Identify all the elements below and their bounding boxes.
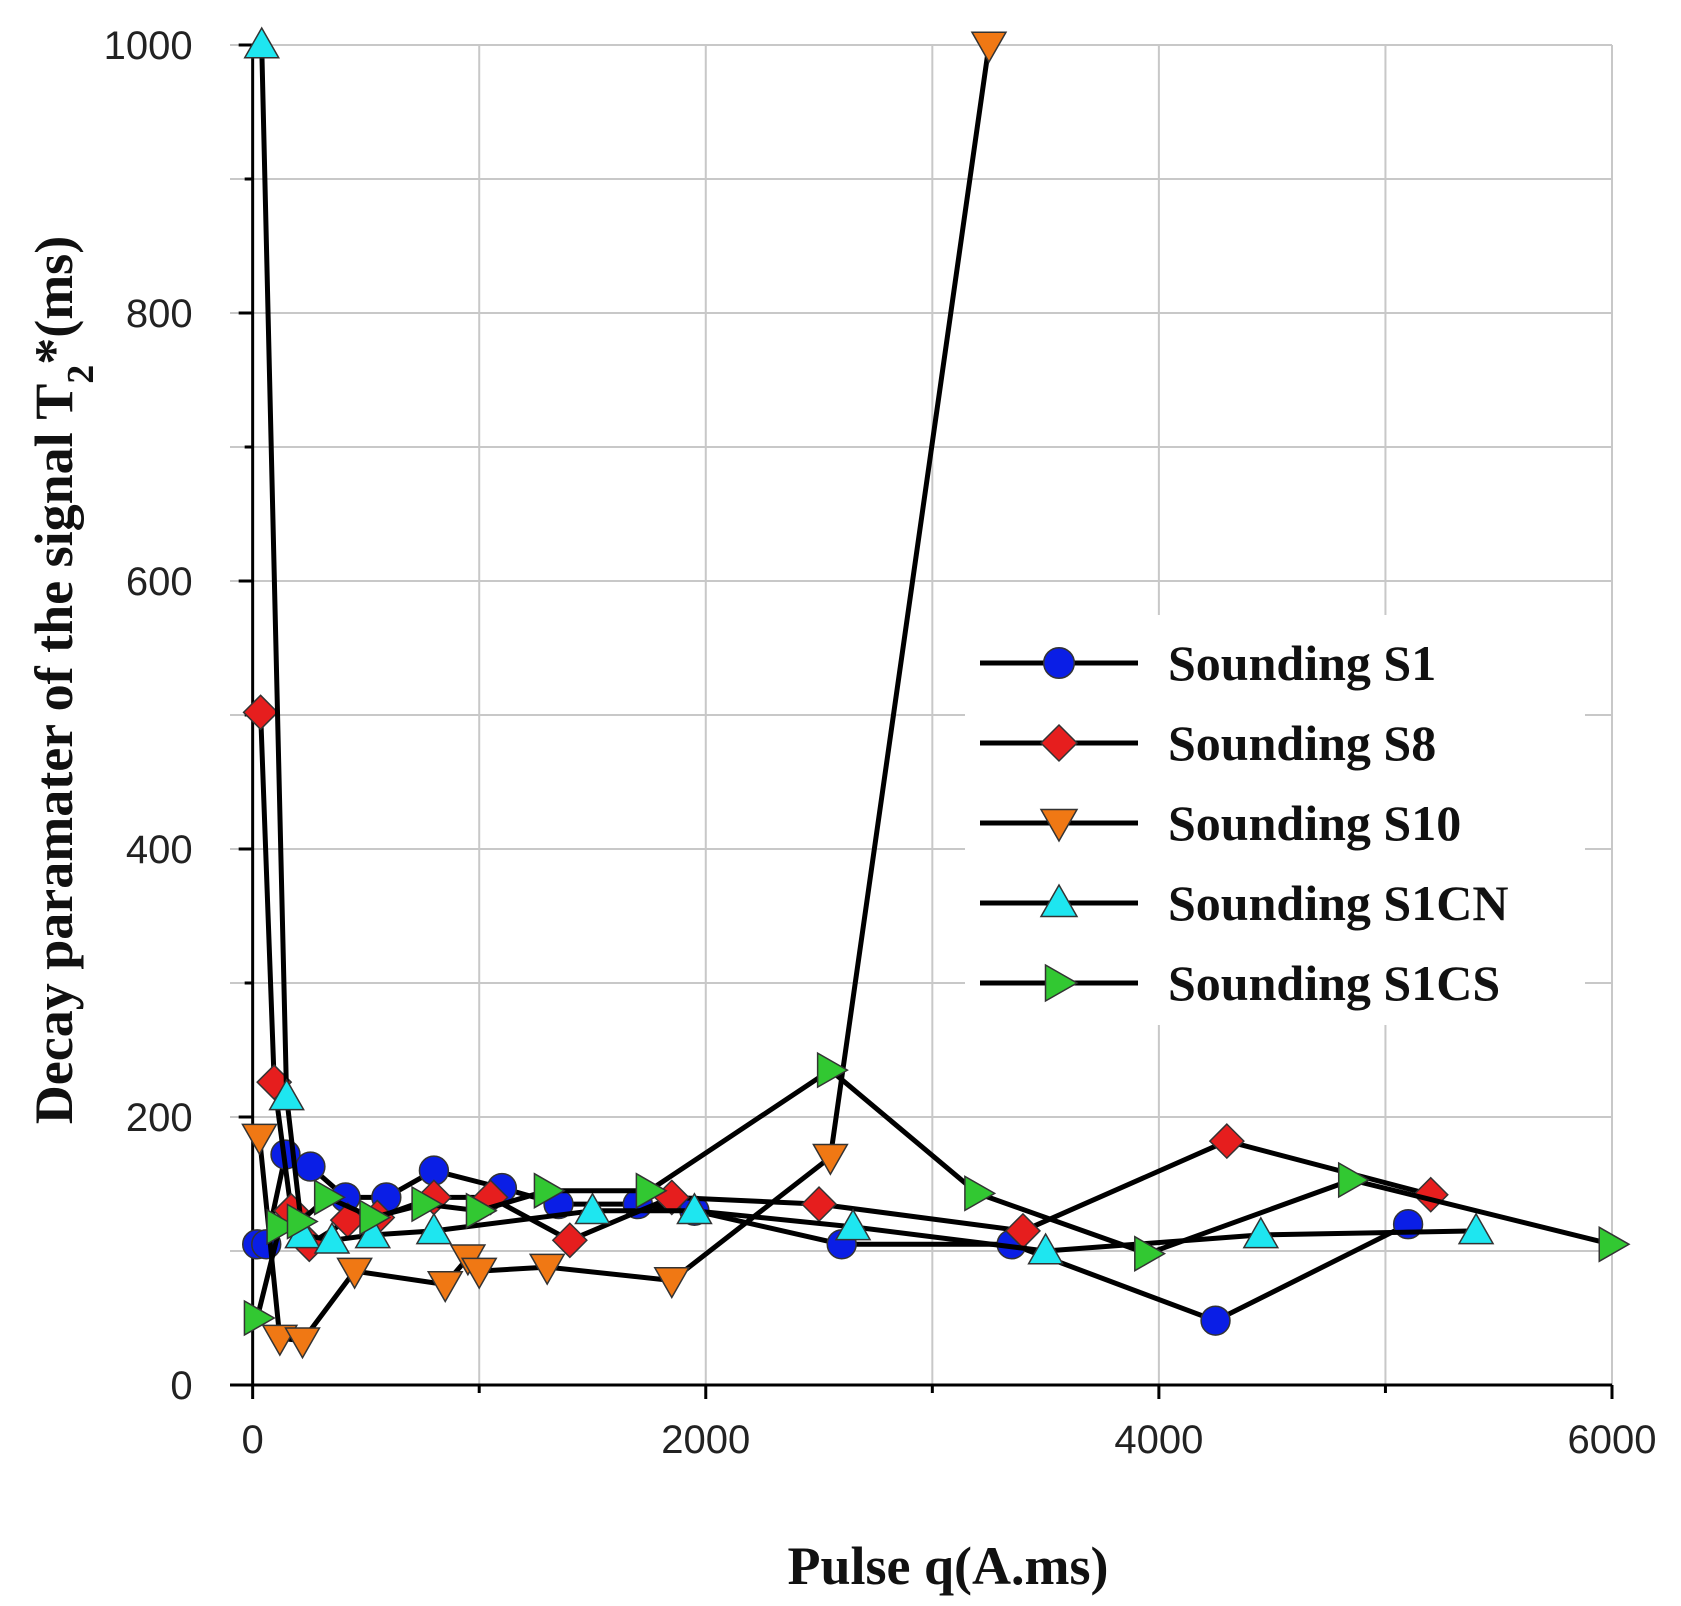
y-tick-label: 1000: [104, 24, 193, 68]
data-point: [465, 1192, 498, 1230]
data-point: [284, 1327, 321, 1360]
legend-marker: [1039, 723, 1079, 763]
legend-label: Sounding S1: [1168, 635, 1436, 691]
legend-entry: Sounding S8: [980, 715, 1436, 771]
data-point: [266, 1208, 299, 1246]
y-tick-label: 600: [126, 560, 193, 604]
legend-entry: Sounding S1CS: [980, 955, 1500, 1011]
legend-label: Sounding S1CS: [1168, 955, 1500, 1011]
data-point: [286, 1203, 319, 1240]
legend-marker: [1044, 963, 1079, 1003]
data-point: [415, 1212, 453, 1245]
data-point: [653, 1266, 691, 1299]
x-tick-label: 6000: [1568, 1418, 1657, 1462]
data-point: [411, 1185, 444, 1223]
data-point: [800, 1186, 838, 1223]
data-point: [242, 694, 279, 731]
series-line: [254, 1067, 1613, 1319]
x-tick-label: 2000: [661, 1418, 750, 1462]
legend-marker: [1042, 646, 1076, 680]
data-point: [243, 26, 281, 59]
data-point: [834, 1208, 872, 1241]
y-tick-label: 200: [126, 1096, 193, 1140]
data-point: [816, 1051, 849, 1089]
data-point: [1134, 1235, 1167, 1272]
y-axis-title-subscript: 2: [60, 365, 102, 384]
data-point: [635, 1172, 668, 1209]
data-point: [574, 1192, 611, 1225]
y-tick-label: 400: [126, 828, 193, 872]
x-tick-label: 0: [242, 1418, 264, 1462]
legend-entry: Sounding S10: [980, 795, 1461, 851]
series-5: [243, 1051, 1631, 1337]
y-tick-label: 0: [170, 1364, 192, 1408]
y-axis-title: Decay paramater of the signal T2*(ms): [24, 236, 102, 1124]
data-point: [970, 31, 1008, 64]
series-3: [241, 31, 1008, 1360]
y-axis-title-tail: *(ms): [24, 236, 84, 365]
legend-marker: [1039, 883, 1079, 918]
data-point: [313, 1221, 351, 1254]
data-point: [1598, 1226, 1631, 1263]
data-point: [426, 1271, 464, 1304]
data-point: [295, 1151, 326, 1182]
data-point: [241, 1123, 278, 1156]
legend-label: Sounding S1CN: [1168, 875, 1508, 931]
data-point: [1208, 1123, 1245, 1160]
data-point: [336, 1257, 373, 1290]
legend-entry: Sounding S1CN: [980, 875, 1508, 931]
legend-label: Sounding S8: [1168, 715, 1436, 771]
data-point: [533, 1172, 566, 1209]
data-point: [243, 1299, 276, 1337]
data-point: [1242, 1216, 1280, 1249]
legend-marker: [1039, 808, 1079, 843]
series-layer: [241, 26, 1631, 1360]
data-point: [528, 1253, 566, 1286]
x-axis-title: Pulse q(A.ms): [788, 1536, 1109, 1596]
legend: Sounding S1 Sounding S8 Sounding S10 Soundi…: [965, 615, 1585, 1025]
data-point: [313, 1179, 346, 1216]
y-tick-label: 800: [126, 292, 193, 336]
data-point: [460, 1257, 498, 1290]
data-point: [268, 1078, 305, 1111]
legend-label: Sounding S10: [1168, 795, 1461, 851]
data-point: [551, 1222, 588, 1259]
data-point: [1457, 1212, 1495, 1245]
x-tick-label: 4000: [1114, 1418, 1203, 1462]
y-axis-title-main: Decay paramater of the signal T: [24, 384, 84, 1124]
data-point: [676, 1192, 713, 1225]
data-point: [1337, 1161, 1370, 1199]
data-point: [964, 1175, 997, 1212]
data-point: [812, 1143, 849, 1176]
legend-entry: Sounding S1: [980, 635, 1436, 691]
series-line: [257, 44, 992, 1344]
data-point: [359, 1199, 392, 1236]
data-point: [1200, 1305, 1231, 1336]
data-point: [1027, 1232, 1064, 1265]
